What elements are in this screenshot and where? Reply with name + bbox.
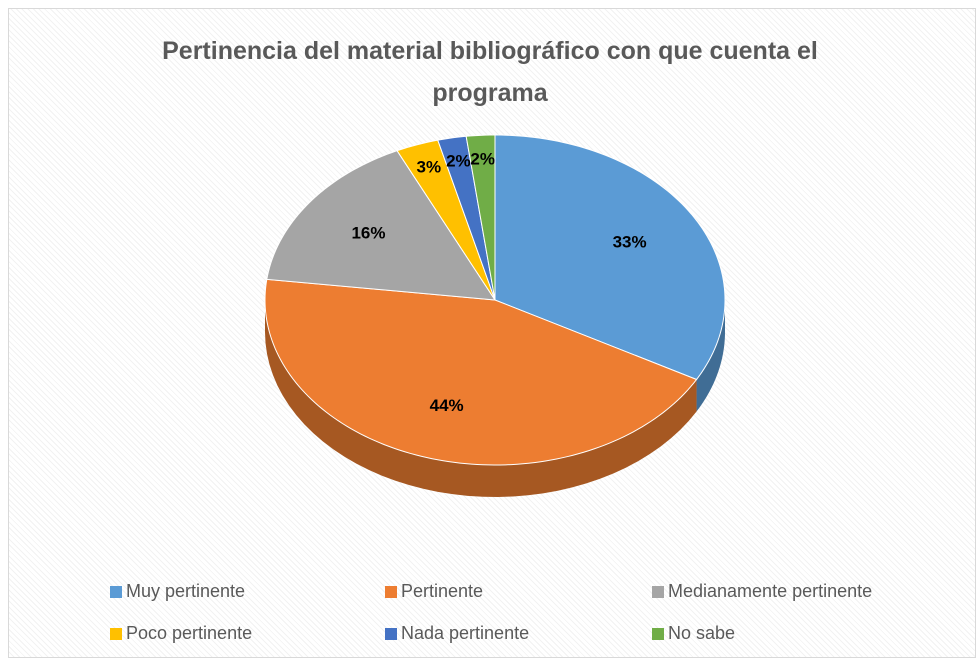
legend-label: Pertinente — [401, 581, 483, 601]
slice-side — [696, 300, 725, 412]
legend-swatch — [385, 628, 397, 640]
legend-swatch — [110, 586, 122, 598]
legend-swatch — [652, 586, 664, 598]
legend-label: Nada pertinente — [401, 623, 529, 643]
legend-swatch — [652, 628, 664, 640]
legend-label: Muy pertinente — [126, 581, 245, 601]
slice — [437, 135, 496, 301]
slice — [494, 134, 726, 381]
slice-side — [265, 300, 697, 497]
data-label: 33% — [613, 232, 647, 251]
legend-label: Medianamente pertinente — [668, 581, 872, 601]
slice — [396, 139, 496, 301]
data-label: 2% — [470, 150, 495, 169]
data-label: 2% — [446, 152, 471, 171]
data-label: 44% — [430, 396, 464, 415]
chart-title: Pertinencia del material bibliográfico c… — [162, 37, 818, 107]
data-label: 3% — [416, 158, 441, 177]
legend-swatch — [385, 586, 397, 598]
legend-label: Poco pertinente — [126, 623, 252, 643]
slice — [264, 278, 698, 466]
legend-swatch — [110, 628, 122, 640]
data-label: 16% — [351, 224, 385, 243]
legend-label: No sabe — [668, 623, 735, 643]
slice — [266, 150, 496, 301]
slice — [465, 134, 496, 301]
